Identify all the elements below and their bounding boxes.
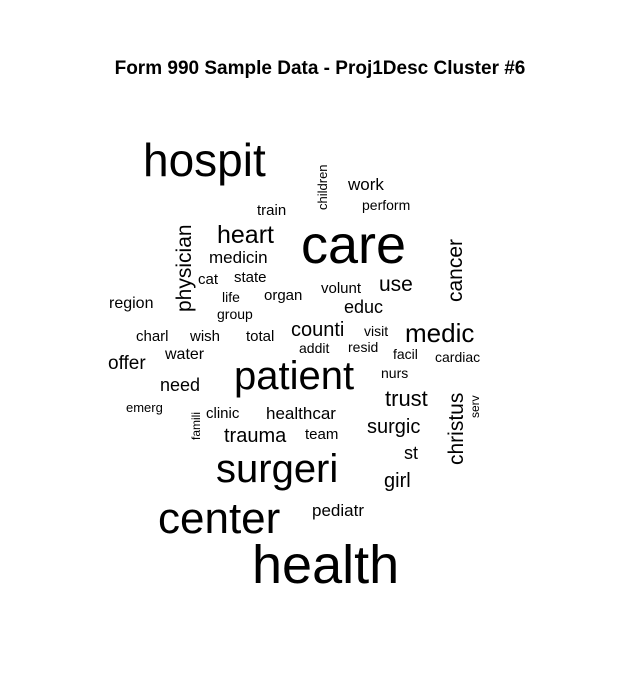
word-train: train [257,202,286,219]
word-addit: addit [299,340,329,356]
word-medicin: medicin [209,248,268,267]
word-children: children [315,164,330,210]
word-cat: cat [198,271,219,288]
word-pediatr: pediatr [312,501,364,520]
word-facil: facil [393,346,418,362]
word-offer: offer [108,353,146,374]
word-heart: heart [217,221,274,249]
word-surgic: surgic [367,416,420,438]
word-physician: physician [173,224,196,312]
word-resid: resid [348,339,378,355]
word-perform: perform [362,197,410,213]
word-life: life [222,289,240,305]
word-center: center [158,494,280,543]
word-visit: visit [364,323,388,339]
word-volunt: volunt [321,280,362,297]
word-health: health [252,535,399,595]
word-team: team [305,426,338,443]
word-emerg: emerg [126,400,163,415]
word-care: care [301,215,406,275]
word-nurs: nurs [381,365,408,381]
word-clinic: clinic [206,405,240,422]
word-wish: wish [189,328,220,345]
word-hospit: hospit [143,134,266,186]
word-healthcar: healthcar [266,404,336,423]
word-st: st [404,443,418,463]
word-need: need [160,375,200,395]
word-surgeri: surgeri [216,447,338,491]
word-trust: trust [385,386,428,411]
word-christus: christus [445,393,468,465]
word-trauma: trauma [224,425,287,447]
word-famili: famili [189,412,203,440]
chart-title: Form 990 Sample Data - Proj1Desc Cluster… [114,58,526,79]
word-state: state [234,269,267,286]
word-use: use [379,273,413,296]
word-counti: counti [291,319,344,341]
word-work: work [347,175,384,194]
word-serv: serv [468,395,482,418]
word-water: water [164,346,205,363]
word-region: region [109,295,153,312]
word-total: total [246,328,274,345]
word-cardiac: cardiac [435,349,480,365]
word-educ: educ [344,297,383,317]
word-cancer: cancer [444,239,467,302]
word-patient: patient [234,354,354,398]
word-group: group [217,306,253,322]
word-charl: charl [136,328,169,345]
word-girl: girl [384,470,411,492]
word-organ: organ [264,287,302,304]
word-medic: medic [405,318,474,348]
